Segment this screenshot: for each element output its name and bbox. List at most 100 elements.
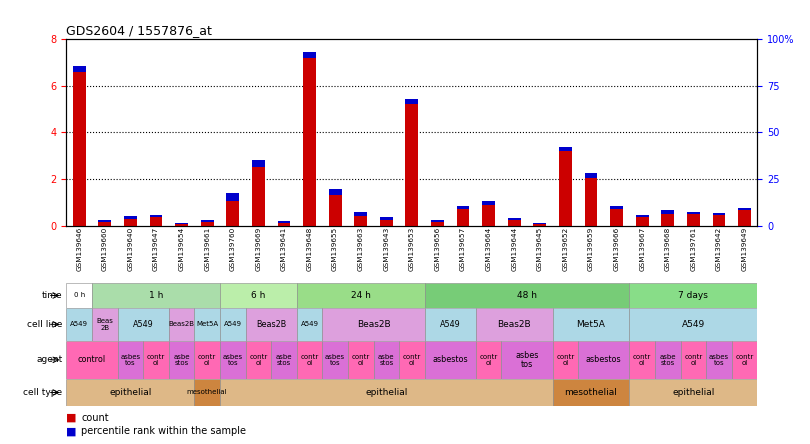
Bar [354,212,367,216]
Text: GSM139667: GSM139667 [639,227,646,271]
Text: cell type: cell type [23,388,62,397]
Bar [66,283,92,308]
Bar [559,147,572,151]
Text: GSM139760: GSM139760 [230,227,236,271]
Bar [457,209,470,226]
Text: asbes
tos: asbes tos [223,353,243,366]
Bar [150,215,162,218]
Text: GSM139663: GSM139663 [358,227,364,271]
Bar [475,308,552,341]
Text: contr
ol: contr ol [403,353,421,366]
Text: asbes
tos: asbes tos [515,350,539,369]
Text: A549: A549 [301,321,318,327]
Bar [329,195,342,226]
Text: asbestos: asbestos [433,355,468,365]
Text: A549: A549 [682,320,705,329]
Bar [713,213,726,215]
Bar [687,214,700,226]
Bar [475,341,501,379]
Bar [296,283,424,308]
Text: GSM139645: GSM139645 [537,227,543,271]
Text: GSM139655: GSM139655 [332,227,338,271]
Text: Beas2B: Beas2B [256,320,286,329]
Text: contr
ol: contr ol [352,353,370,366]
Bar [501,341,552,379]
Text: GSM139641: GSM139641 [281,227,287,271]
Bar [329,190,342,195]
Bar [424,341,475,379]
Text: GSM139642: GSM139642 [716,227,722,271]
Text: GSM139646: GSM139646 [76,227,83,271]
Bar [636,218,649,226]
Text: cell line: cell line [27,320,62,329]
Text: asbe
stos: asbe stos [659,353,676,366]
Text: time: time [42,291,62,300]
Bar [92,283,220,308]
Bar [117,308,168,341]
Text: asbe
stos: asbe stos [378,353,394,366]
Text: GSM139657: GSM139657 [460,227,466,271]
Text: asbes
tos: asbes tos [121,353,140,366]
Text: GSM139648: GSM139648 [306,227,313,271]
Text: mesothelial: mesothelial [565,388,617,397]
Bar [610,209,623,226]
Bar [738,210,751,226]
Bar [168,341,194,379]
Text: ■: ■ [66,413,77,423]
Text: GSM139656: GSM139656 [434,227,441,271]
Bar [406,104,418,226]
Text: control: control [78,355,106,365]
Text: 0 h: 0 h [74,293,85,298]
Bar [482,201,495,205]
Bar [278,223,290,226]
Bar [66,308,92,341]
Bar [424,283,629,308]
Bar [380,217,393,220]
Text: GSM139659: GSM139659 [588,227,594,271]
Bar [578,341,629,379]
Text: Met5A: Met5A [196,321,218,327]
Bar [406,99,418,104]
Bar [655,341,680,379]
Text: asbes
tos: asbes tos [709,353,729,366]
Text: A549: A549 [224,321,241,327]
Text: GSM139654: GSM139654 [178,227,185,271]
Text: GSM139661: GSM139661 [204,227,210,271]
Bar [303,58,316,226]
Text: contr
ol: contr ol [684,353,702,366]
Bar [226,201,239,226]
Bar [226,193,239,201]
Text: GSM139647: GSM139647 [153,227,159,271]
Text: A549: A549 [133,320,154,329]
Bar [687,212,700,214]
Bar [552,379,629,406]
Text: asbestos: asbestos [586,355,621,365]
Bar [271,341,296,379]
Text: 1 h: 1 h [149,291,163,300]
Bar [220,341,245,379]
Text: contr
ol: contr ol [556,353,574,366]
Bar [706,341,731,379]
Bar [424,308,475,341]
Bar [552,308,629,341]
Bar [143,341,168,379]
Bar [373,341,399,379]
Bar [201,222,214,226]
Text: Beas
2B: Beas 2B [96,318,113,331]
Bar [457,206,470,209]
Text: GSM139649: GSM139649 [742,227,748,271]
Bar [610,206,623,209]
Text: A549: A549 [440,320,461,329]
Text: Beas2B: Beas2B [497,320,531,329]
Bar [175,224,188,226]
Bar [322,308,424,341]
Bar [168,308,194,341]
Bar [150,218,162,226]
Bar [662,210,674,214]
Bar [731,341,757,379]
Bar [585,173,598,178]
Bar [117,341,143,379]
Text: A549: A549 [70,321,88,327]
Bar [175,223,188,224]
Bar [194,379,220,406]
